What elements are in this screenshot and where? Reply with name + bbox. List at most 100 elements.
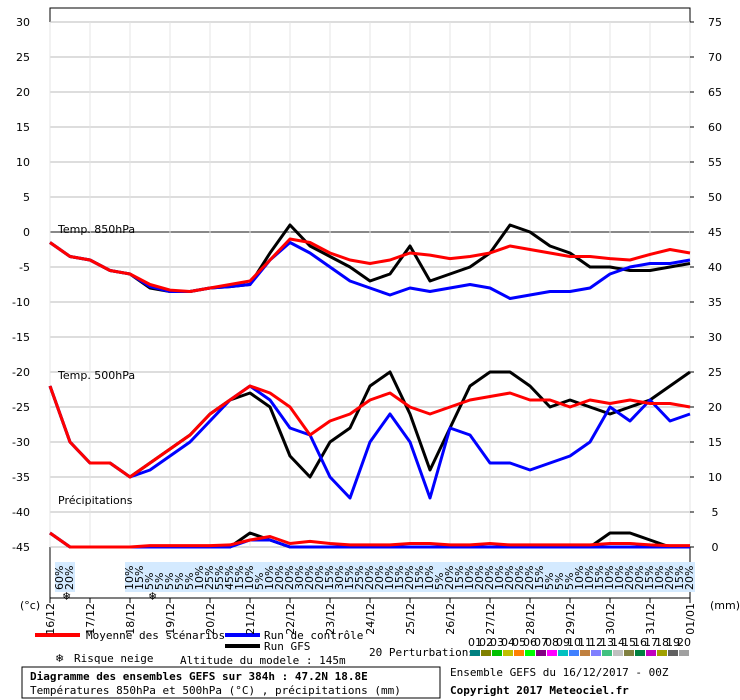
- snow-risk-box: [475, 562, 485, 592]
- perturbation-swatch: [470, 650, 480, 656]
- snow-risk-label: 5%: [433, 573, 446, 590]
- snow-risk-box: [615, 562, 625, 592]
- perturbation-swatch: [536, 650, 546, 656]
- snow-risk-box: [485, 562, 495, 592]
- snow-risk-box: [665, 562, 675, 592]
- y2-tick-label: 40: [708, 261, 722, 274]
- snow-risk-label: 20%: [283, 566, 296, 590]
- snow-icon: ❄: [55, 652, 64, 665]
- perturbation-swatch: [668, 650, 678, 656]
- snow-risk-label: 10%: [463, 566, 476, 590]
- snow-risk-label: 20%: [443, 566, 456, 590]
- y-tick-label: -30: [12, 436, 30, 449]
- snow-risk-box: [585, 562, 595, 592]
- snow-risk-label: 15%: [393, 566, 406, 590]
- perturbation-label: 15: [622, 636, 636, 649]
- snow-risk-box: [195, 562, 205, 592]
- snow-risk-box: [385, 562, 395, 592]
- y2-tick-label: 60: [708, 121, 722, 134]
- snow-risk-label: 25%: [353, 566, 366, 590]
- perturbation-label: 16: [633, 636, 647, 649]
- snow-risk-box: [125, 562, 135, 592]
- perturbation-label: 04: [501, 636, 515, 649]
- perturbation-swatch: [547, 650, 557, 656]
- series-line: [49, 237, 691, 293]
- snow-risk-box: [215, 562, 225, 592]
- perturbation-swatch: [569, 650, 579, 656]
- snow-risk-box: [205, 562, 215, 592]
- snow-risk-box: [245, 562, 255, 592]
- perturbation-label: 19: [666, 636, 680, 649]
- x-tick-label: 22/12: [284, 603, 297, 635]
- snow-risk-box: [135, 562, 145, 592]
- x-tick-label: 28/12: [524, 603, 537, 635]
- x-tick-label: 18/12: [124, 603, 137, 635]
- x-tick-label: 01/01: [684, 603, 697, 635]
- snow-risk-box: [605, 562, 615, 592]
- snow-risk-label: 10%: [243, 566, 256, 590]
- y-tick-label: -20: [12, 366, 30, 379]
- snow-risk-label: 20%: [473, 566, 486, 590]
- panel-label: Temp. 500hPa: [57, 369, 135, 382]
- perturbation-label: 18: [655, 636, 669, 649]
- snow-risk-box: [675, 562, 685, 592]
- snow-risk-label: 20%: [683, 566, 696, 590]
- perturbation-swatch: [514, 650, 524, 656]
- snow-risk-box: [405, 562, 415, 592]
- snow-risk-label: 20%: [303, 566, 316, 590]
- snow-risk-label: 5%: [153, 573, 166, 590]
- snow-risk-label: 20%: [633, 566, 646, 590]
- snow-icon: ❄: [62, 590, 71, 603]
- snow-risk-label: 15%: [673, 566, 686, 590]
- snow-risk-box: [275, 562, 285, 592]
- snow-risk-box: [505, 562, 515, 592]
- perturbation-label: 20: [677, 636, 691, 649]
- snow-risk-label: 10%: [583, 566, 596, 590]
- perturbation-label: 12: [589, 636, 603, 649]
- snow-risk-box: [355, 562, 365, 592]
- x-tick-label: 24/12: [364, 603, 377, 635]
- snow-risk-box: [415, 562, 425, 592]
- x-tick-label: 17/12: [84, 603, 97, 635]
- perturbation-label: 09: [556, 636, 570, 649]
- y-tick-label: 30: [16, 16, 30, 29]
- snow-risk-box: [655, 562, 665, 592]
- snow-risk-label: 5%: [543, 573, 556, 590]
- perturbation-swatch: [481, 650, 491, 656]
- x-tick-label: 16/12: [44, 603, 57, 635]
- snow-risk-box: [325, 562, 335, 592]
- y2-tick-label: 25: [708, 366, 722, 379]
- snow-risk-label: 10%: [423, 566, 436, 590]
- snow-risk-label: 15%: [233, 566, 246, 590]
- y-tick-label: 5: [23, 191, 30, 204]
- snow-risk-box: [285, 562, 295, 592]
- snow-risk-label: 5%: [143, 573, 156, 590]
- y-tick-label: 20: [16, 86, 30, 99]
- snow-risk-label: 20%: [313, 566, 326, 590]
- perturbation-label: 08: [545, 636, 559, 649]
- y-tick-label: 0: [23, 226, 30, 239]
- perturbation-label: 14: [611, 636, 625, 649]
- snow-risk-label: 30%: [333, 566, 346, 590]
- y-tick-label: 10: [16, 156, 30, 169]
- legend-label: Risque neige: [74, 652, 153, 665]
- y2-unit: (mm): [710, 599, 740, 612]
- perturbation-swatch: [503, 650, 513, 656]
- perturbation-label: 07: [534, 636, 548, 649]
- y-unit: (°c): [20, 599, 40, 612]
- perturbation-label: 10: [567, 636, 581, 649]
- snow-risk-box: [535, 562, 545, 592]
- y-tick-label: -35: [12, 471, 30, 484]
- snow-risk-box: [425, 562, 435, 592]
- snow-risk-label: 30%: [293, 566, 306, 590]
- snow-risk-box: [175, 562, 185, 592]
- snow-risk-label: 15%: [593, 566, 606, 590]
- panel-label: Temp. 850hPa: [57, 223, 135, 236]
- snow-risk-box: [395, 562, 405, 592]
- snow-risk-box: [545, 562, 555, 592]
- perturbation-swatch: [613, 650, 623, 656]
- y2-tick-label: 0: [712, 541, 719, 554]
- altitude: Altitude du modele : 145m: [180, 654, 346, 667]
- y-tick-label: 25: [16, 51, 30, 64]
